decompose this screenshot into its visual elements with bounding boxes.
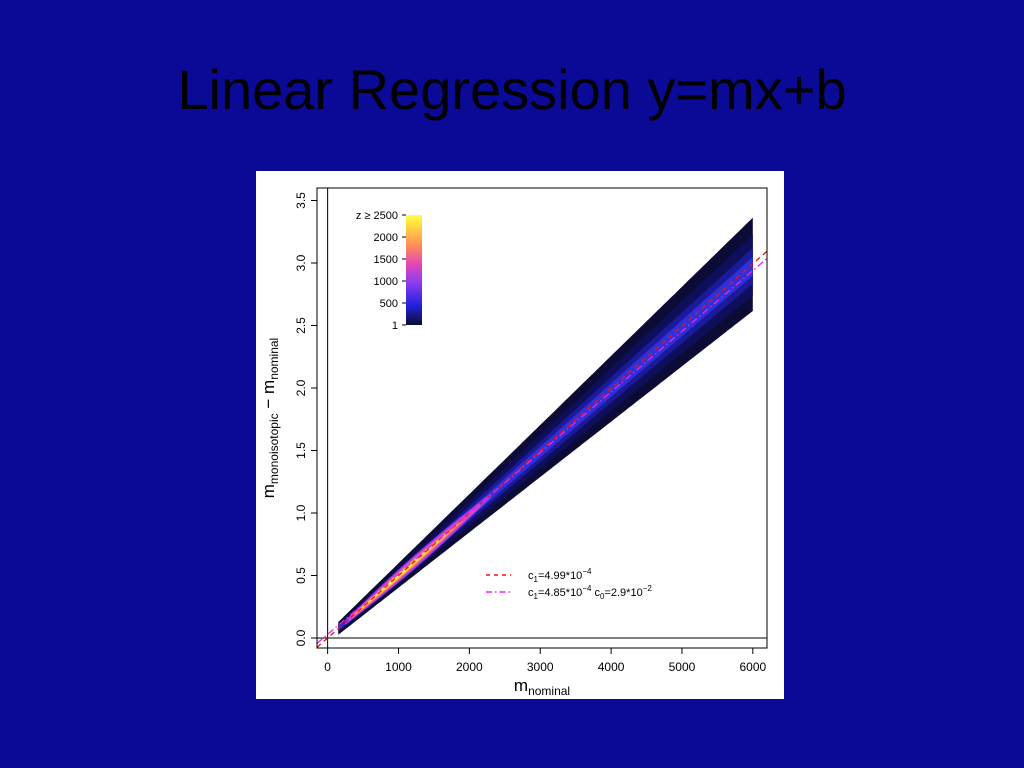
x-tick-label: 2000	[456, 660, 483, 674]
colorbar-tick-label: 500	[380, 298, 398, 310]
colorbar-tick-label: 1	[392, 320, 398, 332]
x-tick-label: 5000	[669, 660, 696, 674]
x-axis: 0 1000 2000 3000 4000 5000 6000	[324, 648, 766, 674]
fit-lines	[317, 250, 767, 648]
colorbar-tick-label: 2000	[374, 232, 398, 244]
y-tick-label: 2.0	[294, 379, 308, 396]
chart-panel: 0 1000 2000 3000 4000 5000 6000 0.0 0.5 1.0 1.5 2.…	[256, 171, 784, 699]
density-chart: 0 1000 2000 3000 4000 5000 6000 0.0 0.5 1.0 1.5 2.…	[259, 187, 768, 698]
y-tick-label: 2.5	[294, 317, 308, 334]
fit-legend: c1=4.99*10−4 c1=4.85*10−4 c0=2.9*10−2	[486, 567, 652, 601]
y-axis: 0.0 0.5 1.0 1.5 2.0 2.5 3.0 3.5	[294, 192, 317, 646]
legend-label-fit-2: c1=4.85*10−4 c0=2.9*10−2	[528, 584, 652, 601]
x-tick-label: 4000	[598, 660, 625, 674]
y-tick-label: 0.0	[294, 629, 308, 646]
reference-lines	[317, 188, 767, 648]
y-axis-label: mmonoisotopic − mnominal	[259, 338, 281, 498]
x-tick-label: 3000	[527, 660, 554, 674]
colorbar-tick-label: z ≥ 2500	[356, 210, 398, 222]
y-tick-label: 3.0	[294, 254, 308, 271]
legend-label-fit-1: c1=4.99*10−4	[528, 567, 592, 584]
fit-line-1	[317, 250, 767, 648]
slide-title: Linear Regression y=mx+b	[177, 58, 847, 121]
x-tick-label: 0	[324, 660, 331, 674]
y-tick-label: 0.5	[294, 567, 308, 584]
colorbar-tick-label: 1000	[374, 276, 398, 288]
colorbar	[406, 215, 422, 325]
colorbar-labels: z ≥ 2500 2000 1500 1000 500 1	[356, 210, 406, 332]
y-tick-label: 1.5	[294, 442, 308, 459]
x-tick-label: 6000	[739, 660, 766, 674]
fit-line-2	[317, 258, 767, 644]
x-axis-label: mnominal	[514, 676, 570, 698]
plot-frame	[316, 187, 768, 649]
y-tick-label: 1.0	[294, 504, 308, 521]
colorbar-tick-label: 1500	[374, 254, 398, 266]
x-tick-label: 1000	[385, 660, 412, 674]
y-tick-label: 3.5	[294, 192, 308, 209]
